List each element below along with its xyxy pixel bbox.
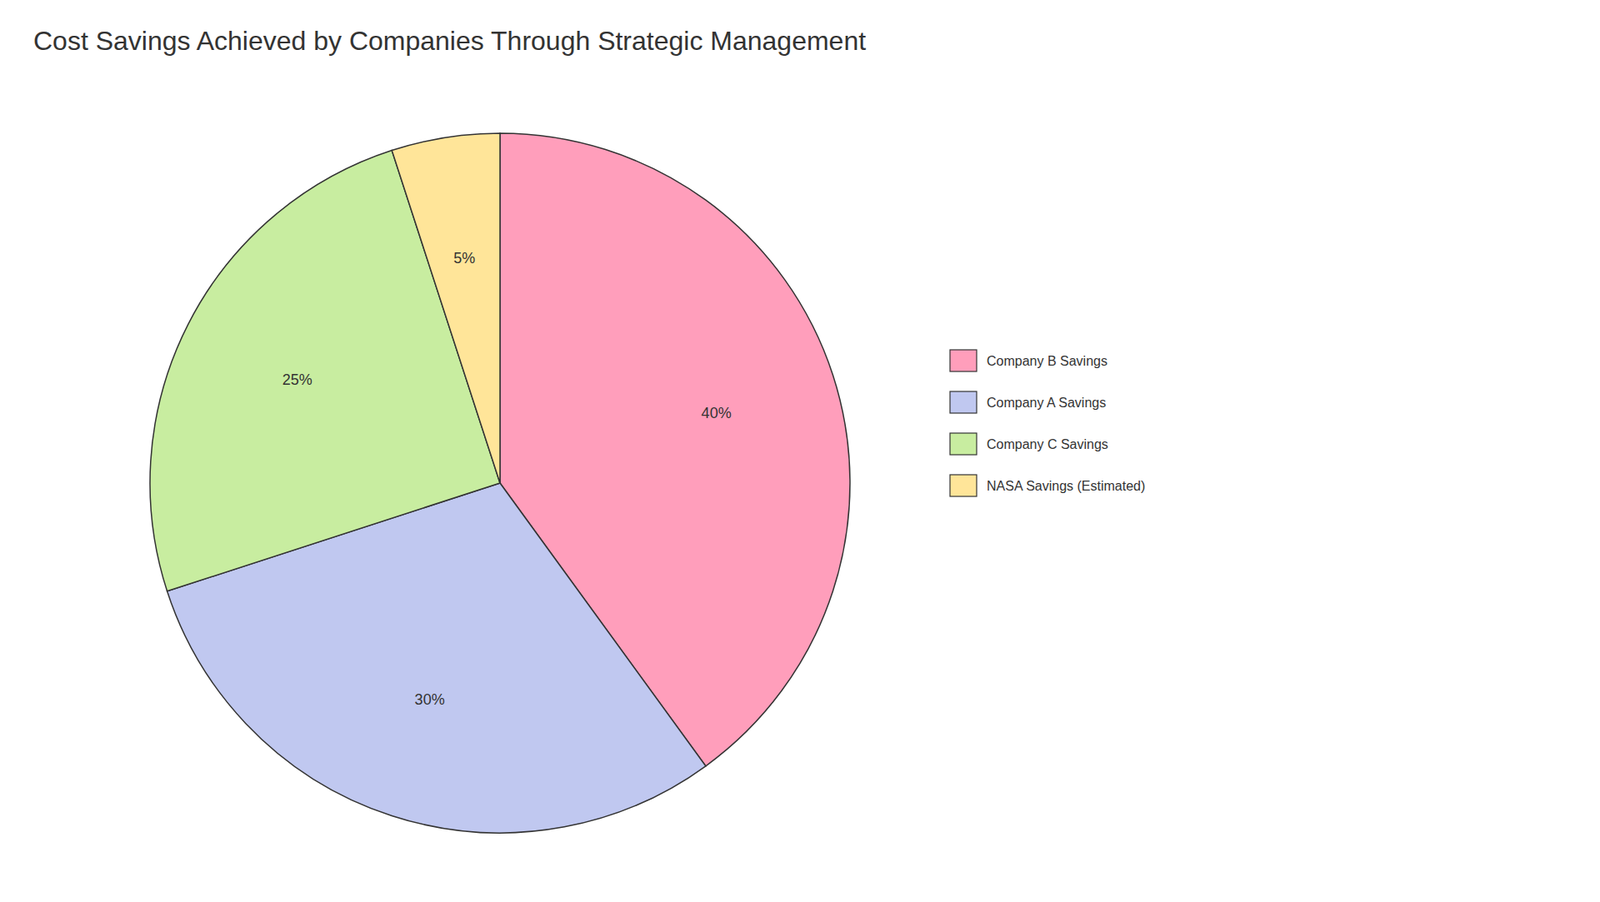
data-label: 25% <box>282 371 313 389</box>
pie <box>150 133 850 834</box>
legend: Company B Savings Company A Savings Compan… <box>950 350 1145 497</box>
data-label: 40% <box>701 405 732 422</box>
data-label: 30% <box>415 691 445 709</box>
legend-swatch <box>950 391 977 414</box>
legend-item: Company B Savings <box>950 350 1108 372</box>
legend-swatch <box>950 350 977 372</box>
legend-label: Company C Savings <box>986 437 1109 452</box>
pie-slice <box>391 133 500 484</box>
legend-item: Company A Savings <box>950 391 1106 414</box>
legend-label: Company A Savings <box>986 395 1106 410</box>
legend-label: NASA Savings (Estimated) <box>986 479 1145 494</box>
legend-item: NASA Savings (Estimated) <box>950 475 1145 497</box>
legend-swatch <box>950 475 977 497</box>
title: Cost Savings Achieved by Companies Throu… <box>33 25 866 56</box>
data-labels: 40% 30% 25% 5% <box>282 250 732 708</box>
legend-label: Company B Savings <box>986 354 1108 369</box>
legend-swatch <box>950 433 977 455</box>
chart: Cost Savings Achieved by Companies Throu… <box>0 0 1600 902</box>
legend-item: Company C Savings <box>950 433 1109 455</box>
data-label: 5% <box>453 250 475 267</box>
